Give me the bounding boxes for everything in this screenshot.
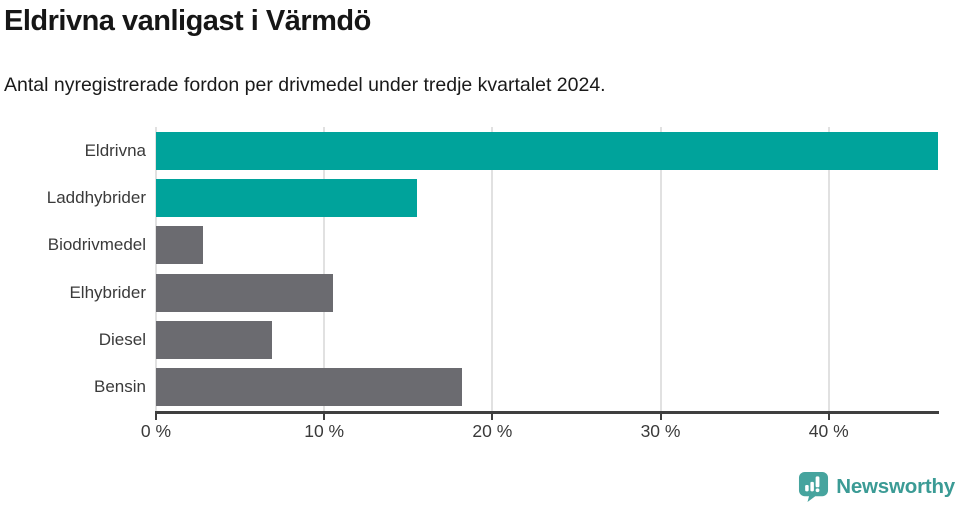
category-label-laddhybrider: Laddhybrider (46, 187, 146, 207)
bar-laddhybrider (156, 178, 417, 217)
category-label-biodrivmedel: Biodrivmedel (47, 235, 146, 255)
axis-tick-label: 0 % (140, 421, 172, 441)
gridline (659, 127, 662, 411)
x-axis-line (155, 411, 939, 414)
bar-row (156, 364, 938, 411)
category-label-diesel: Diesel (98, 329, 146, 349)
chart-subtitle: Antal nyregistrerade fordon per drivmede… (4, 74, 606, 96)
axis-tick-label: 40 % (808, 421, 849, 441)
category-labels: Eldrivna Laddhybrider Biodrivmedel Elhybrid… (0, 127, 146, 411)
plot-area (155, 127, 938, 411)
bar-eldrivna (156, 131, 938, 170)
axis-tick-label: 20 % (472, 421, 513, 441)
newsworthy-logo-icon (799, 471, 829, 502)
category-label-elhybrider: Elhybrider (69, 282, 146, 302)
bar-row (156, 222, 938, 269)
axis-tick (659, 414, 662, 420)
bar-row (156, 316, 938, 363)
axis-tick (491, 414, 494, 420)
brand-footer: Newsworthy (798, 471, 955, 502)
bar-elhybrider (156, 273, 333, 312)
bar-row (156, 269, 938, 316)
bar-biodrivmedel (156, 226, 204, 265)
axis-tick (827, 414, 830, 420)
bar-diesel (156, 320, 273, 359)
gridline (155, 127, 157, 411)
gridline (323, 127, 326, 411)
axis-tick-label: 30 % (640, 421, 681, 441)
brand-name: Newsworthy (836, 474, 955, 498)
category-label-bensin: Bensin (94, 377, 146, 397)
gridline (827, 127, 830, 411)
axis-tick-label: 10 % (304, 421, 345, 441)
bars-container (156, 127, 938, 411)
bar-row (156, 174, 938, 221)
chart-title: Eldrivna vanligast i Värmdö (4, 5, 371, 37)
bar-bensin (156, 368, 463, 407)
axis-tick (323, 414, 326, 420)
gridline (491, 127, 494, 411)
axis-tick (155, 414, 157, 420)
bar-row (156, 127, 938, 174)
category-label-eldrivna: Eldrivna (84, 140, 146, 160)
